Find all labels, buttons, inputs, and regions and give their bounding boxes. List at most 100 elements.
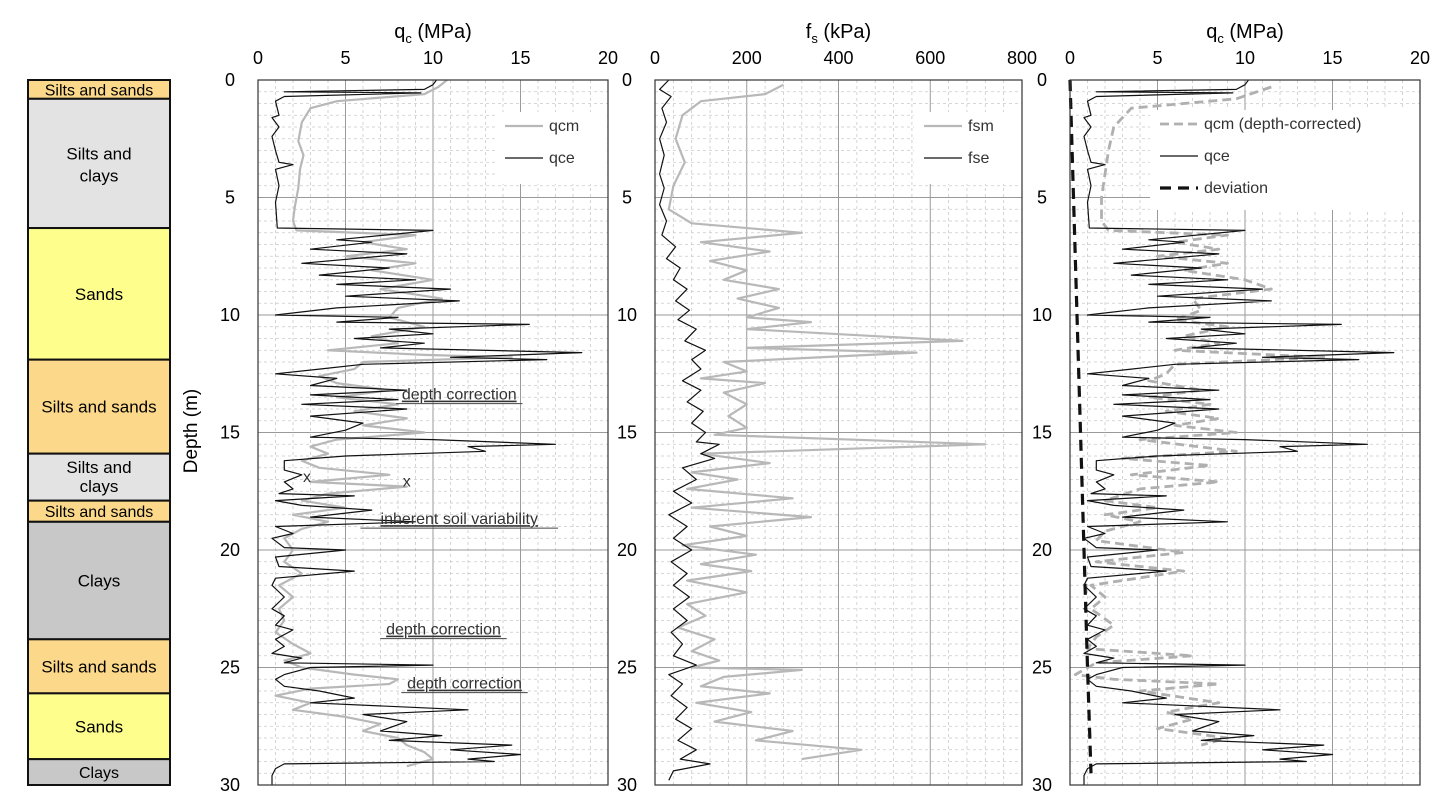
y-tick-label: 15 [617,423,637,443]
y-tick-label: 25 [617,658,637,678]
x-tick-label: 10 [423,48,443,68]
qc-panel-legend: qcm qce [505,118,579,167]
y-tick-label: 25 [1032,658,1052,678]
x-tick-label: 400 [823,48,853,68]
qc-panel-annotations: depth correction inherent soil variabilit… [303,387,558,694]
y-tick-label: 0 [1037,70,1047,90]
legend-label: qce [1204,148,1230,165]
stratum-layer [27,358,171,455]
x-tick-label: 200 [732,48,762,68]
stratum-label: clays [80,477,119,496]
y-tick-label: 10 [220,305,240,325]
fs-panel-frame [654,79,1023,786]
x-tick-label: 20 [1410,48,1430,68]
stratum-label: Silts and sands [45,82,154,99]
series-line-fsm [667,83,987,761]
qc-panel: 0 5 10 15 20 0 5 10 15 20 25 30 qc (MPa) qcm qce dep… [220,21,618,795]
legend-background [1150,110,1420,210]
stratum-label: Sands [75,285,123,304]
x-tick-label: 0 [1065,48,1075,68]
qc-panel-frame [257,79,609,786]
series-line-qcm [274,79,513,768]
y-tick-label: 15 [220,423,240,443]
x-tick-label: 15 [510,48,530,68]
y-tick-label: 5 [622,188,632,208]
x-tick-label: 5 [340,48,350,68]
qc-corrected-panel-title: qc (MPa) [1206,21,1284,46]
series-line-qce [1083,79,1395,785]
plot-frame [1069,79,1421,786]
qc-corrected-panel-ticks: 0 5 10 15 20 0 5 10 15 20 25 30 [1032,48,1430,795]
x-tick-label: 15 [1322,48,1342,68]
plot-frame [257,79,609,786]
marker-x: x [303,469,311,486]
y-tick-label: 15 [1032,423,1052,443]
x-tick-label: 600 [915,48,945,68]
stratum-label: Silts and sands [41,398,156,417]
legend-label: qce [549,150,575,167]
annotation: inherent soil variability [381,511,538,528]
y-tick-label: 30 [220,775,240,795]
y-tick-label: 5 [225,188,235,208]
stratum-layer [27,692,171,761]
series-line-qce [271,79,583,785]
stratum-label: Silts and sands [41,657,156,676]
stratum-label: Silts and sands [45,504,154,521]
stratum-layer [27,638,171,695]
x-tick-label: 20 [598,48,618,68]
y-tick-label: 10 [617,305,637,325]
fs-panel-legend: fsm fse [924,118,994,167]
qc-corrected-panel-legend: qcm (depth-corrected) qce deviation [1160,116,1361,197]
y-tick-label: 20 [617,540,637,560]
stratum-layer [27,227,171,361]
annotation: depth correction [402,387,517,404]
series-line-qcm-depth-corrected- [1073,85,1326,747]
legend-background [914,112,1022,184]
stratum-label: Silts and [66,458,131,477]
qc-panel-ticks: 0 5 10 15 20 0 5 10 15 20 25 30 [220,48,618,795]
fs-panel-title: fs (kPa) [806,21,871,46]
qc-corrected-panel-series [1068,79,1395,785]
y-tick-label: 25 [220,658,240,678]
y-tick-label: 10 [1032,305,1052,325]
x-tick-label: 800 [1007,48,1037,68]
y-tick-label: 30 [1032,775,1052,795]
x-tick-label: 0 [253,48,263,68]
x-tick-label: 0 [650,48,660,68]
legend-label: fse [968,150,989,167]
marker-x: x [403,474,411,491]
annotation: depth correction [407,676,522,693]
stratum-layer [27,97,171,230]
stratum-label: Sands [75,717,123,736]
legend-label: fsm [968,118,994,135]
annotation: depth correction [386,622,501,639]
series-line-deviation [1068,79,1093,774]
fs-panel-ticks: 0 200 400 600 800 0 5 10 15 20 25 30 [617,48,1037,795]
series-line-fse [659,79,720,781]
legend-background [495,112,607,184]
legend-label: qcm [549,118,579,135]
fs-panel-series [659,79,987,781]
legend-label: deviation [1204,180,1268,197]
y-tick-label: 20 [220,540,240,560]
stratum-label: Silts and [66,144,131,163]
y-tick-label: 5 [1037,188,1047,208]
y-tick-label: 0 [225,70,235,90]
depth-axis-label: Depth (m) [181,389,202,473]
stratum-layer [27,520,171,641]
x-tick-label: 10 [1235,48,1255,68]
qc-corrected-panel-frame [1069,79,1421,786]
qc-panel-series [271,79,583,785]
legend-label: qcm (depth-corrected) [1204,116,1361,133]
fs-panel-grid [654,79,1023,786]
stratum-label: Clays [79,765,119,782]
stratum-label: clays [80,166,119,185]
stratum-layer [27,758,171,787]
plot-frame [654,79,1023,786]
stratum-label: Clays [78,572,121,591]
y-tick-label: 30 [617,775,637,795]
y-tick-label: 0 [622,70,632,90]
